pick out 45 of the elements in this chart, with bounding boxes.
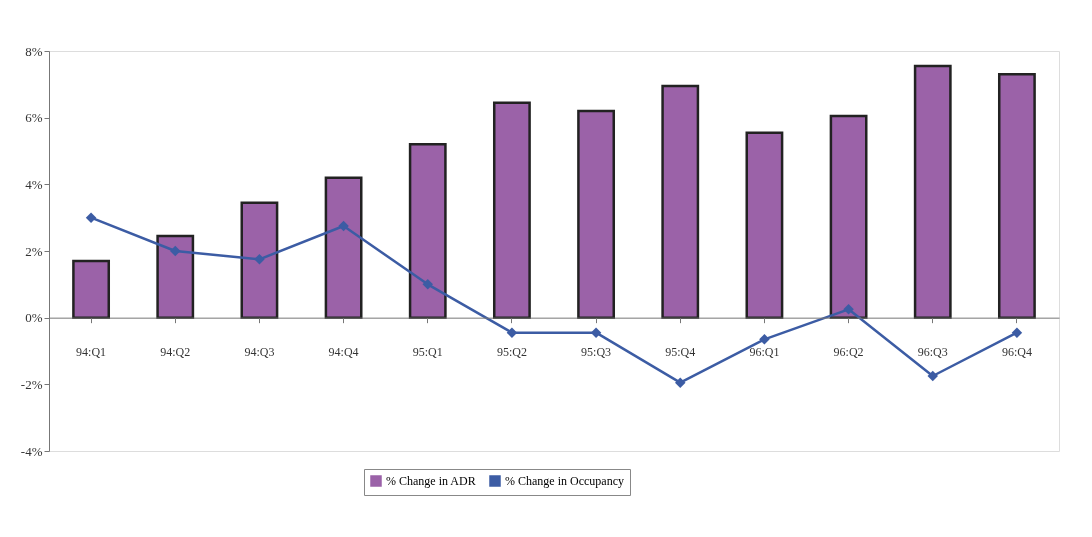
x-tick-label: 96:Q2 bbox=[833, 345, 864, 360]
y-tick-label: 2% bbox=[25, 243, 43, 259]
point bbox=[506, 327, 518, 338]
bar bbox=[492, 101, 531, 319]
bar bbox=[408, 143, 447, 319]
bar bbox=[577, 109, 616, 319]
legend-label: % Change in ADR bbox=[386, 474, 476, 488]
point bbox=[675, 377, 686, 388]
point bbox=[170, 245, 181, 257]
y-tick-label: -2% bbox=[20, 376, 43, 392]
point bbox=[85, 212, 97, 223]
bar bbox=[156, 234, 195, 319]
y-tick-label: 0% bbox=[25, 310, 43, 326]
x-tick-label: 95:Q2 bbox=[496, 345, 527, 360]
legend-label: % Change in Occupancy bbox=[505, 474, 624, 488]
point bbox=[590, 327, 602, 338]
point bbox=[927, 370, 938, 382]
x-tick-label: 94:Q3 bbox=[244, 345, 275, 360]
point bbox=[1011, 327, 1023, 338]
point bbox=[759, 334, 770, 345]
point bbox=[843, 304, 854, 315]
bar bbox=[997, 73, 1036, 319]
bar bbox=[240, 201, 279, 319]
x-tick-label: 95:Q1 bbox=[412, 345, 443, 360]
x-tick-label: 95:Q3 bbox=[581, 345, 612, 360]
x-tick-label: 94:Q1 bbox=[76, 345, 107, 360]
x-tick-label: 95:Q4 bbox=[665, 345, 696, 360]
y-tick-label: -4% bbox=[20, 443, 43, 459]
x-tick-label: 96:Q4 bbox=[1001, 345, 1032, 360]
bar bbox=[913, 64, 952, 319]
bar bbox=[745, 131, 784, 319]
point bbox=[254, 254, 265, 265]
x-tick-label: 96:Q1 bbox=[749, 345, 780, 360]
bar bbox=[661, 84, 700, 319]
point bbox=[422, 279, 433, 290]
point bbox=[338, 220, 349, 232]
y-tick-label: 8% bbox=[25, 43, 43, 59]
y-tick-label: 4% bbox=[25, 176, 43, 192]
y-tick-label: 6% bbox=[25, 110, 43, 126]
x-tick-label: 94:Q4 bbox=[328, 345, 359, 360]
bar bbox=[324, 176, 363, 319]
bar bbox=[72, 259, 111, 319]
x-tick-label: 94:Q2 bbox=[160, 345, 191, 360]
x-tick-label: 96:Q3 bbox=[917, 345, 948, 360]
bar bbox=[829, 114, 868, 319]
